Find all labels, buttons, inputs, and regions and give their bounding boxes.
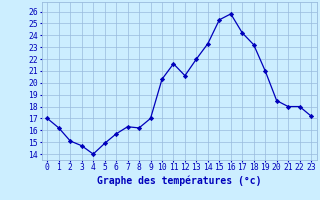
X-axis label: Graphe des températures (°c): Graphe des températures (°c) [97, 175, 261, 186]
